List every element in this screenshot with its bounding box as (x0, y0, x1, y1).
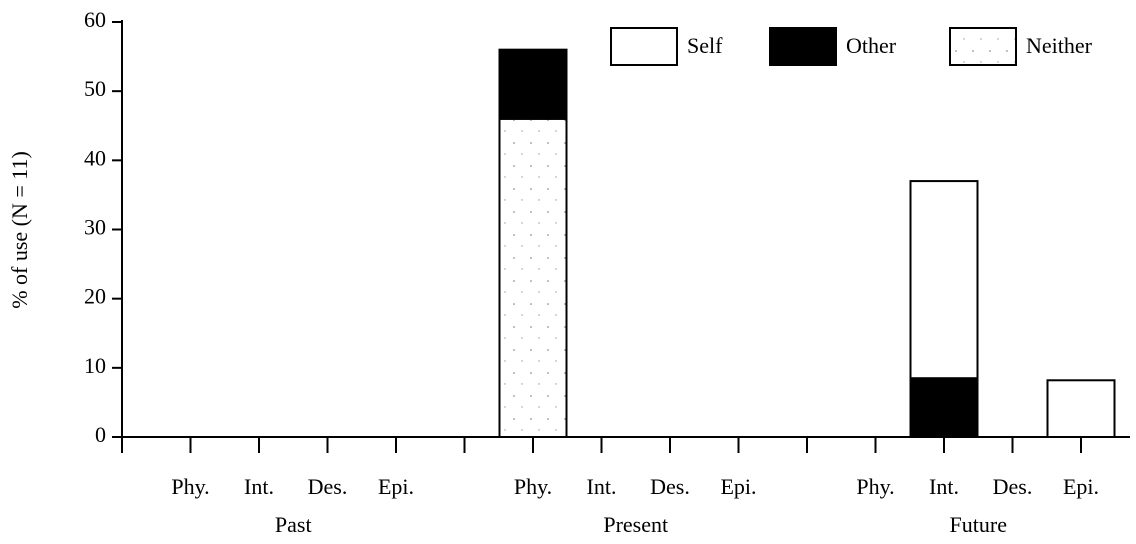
bar-segment (498, 117, 568, 438)
y-tick-label: 40 (84, 145, 106, 170)
bar-segment (1046, 379, 1116, 438)
group-label: Present (603, 512, 668, 537)
x-tick-label: Phy. (856, 474, 894, 499)
y-tick-label: 20 (84, 284, 106, 309)
group-label: Future (950, 512, 1007, 537)
legend-label: Self (687, 33, 723, 58)
x-tick-label: Int. (929, 474, 959, 499)
x-tick-label: Epi. (378, 474, 414, 499)
legend-swatch (610, 27, 678, 66)
y-tick-label: 0 (95, 422, 106, 447)
group-label: Past (275, 512, 312, 537)
bar-segment (909, 180, 979, 380)
y-tick-label: 50 (84, 76, 106, 101)
x-tick-label: Phy. (514, 474, 552, 499)
x-tick-label: Epi. (720, 474, 756, 499)
bar-segment (909, 377, 979, 439)
y-tick-label: 10 (84, 353, 106, 378)
y-tick-label: 30 (84, 215, 106, 240)
x-tick-label: Des. (993, 474, 1033, 499)
x-tick-label: Des. (308, 474, 348, 499)
x-tick-label: Des. (650, 474, 690, 499)
legend-swatch (769, 27, 837, 66)
x-tick-label: Int. (587, 474, 617, 499)
y-axis-label: % of use (N = 11) (7, 151, 32, 309)
legend-swatch (949, 27, 1017, 66)
x-tick-label: Int. (244, 474, 274, 499)
legend-label: Other (846, 33, 897, 58)
y-tick-label: 60 (84, 7, 106, 32)
bar-segment (498, 48, 568, 120)
x-tick-label: Phy. (171, 474, 209, 499)
legend-label: Neither (1026, 33, 1093, 58)
x-tick-label: Epi. (1063, 474, 1099, 499)
